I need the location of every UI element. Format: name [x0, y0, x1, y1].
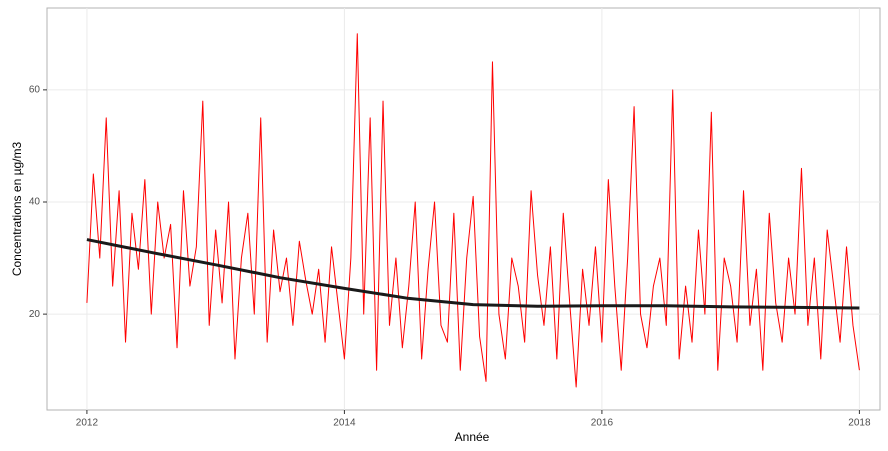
y-tick-label: 40	[29, 197, 41, 208]
x-axis-label: Année	[455, 430, 490, 444]
x-tick-label: 2014	[333, 418, 356, 429]
data-line	[86, 33, 860, 388]
y-tick-label: 60	[29, 84, 41, 95]
y-axis-label: Concentrations en µg/m3	[10, 142, 24, 277]
x-tick-label: 2012	[76, 418, 99, 429]
x-tick-label: 2018	[848, 418, 871, 429]
x-tick-label: 2016	[591, 418, 614, 429]
y-tick-label: 20	[29, 309, 41, 320]
plot-panel	[46, 7, 881, 411]
trend-line	[86, 238, 860, 310]
